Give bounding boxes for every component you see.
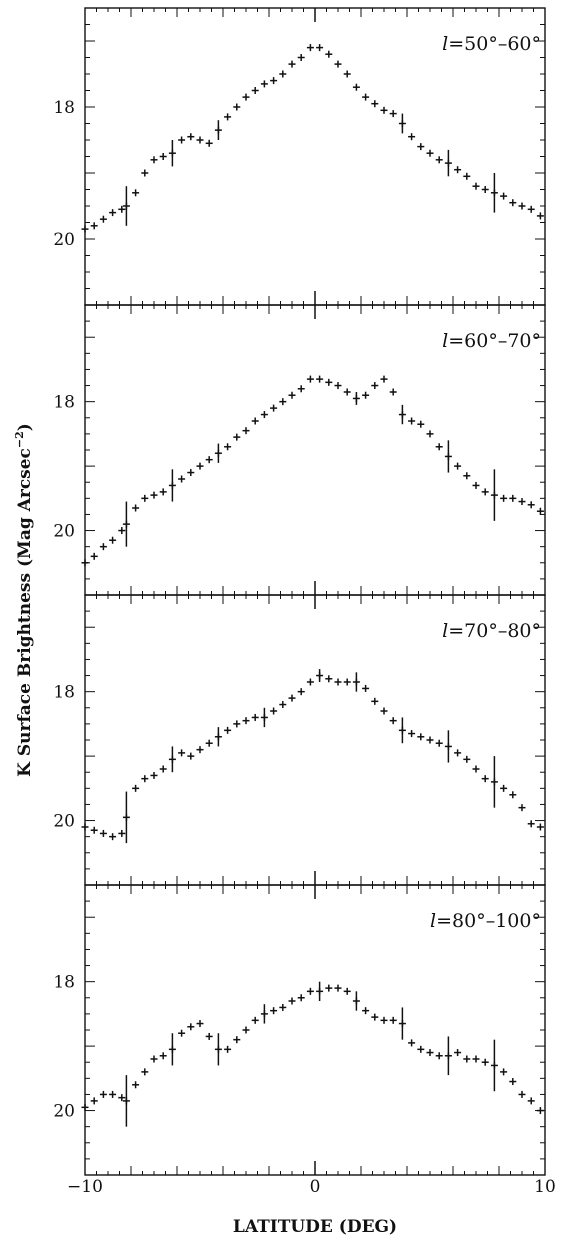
panel-4-label-range: =80°–100° — [436, 910, 541, 932]
panel-2-y-tick-label: 20 — [53, 522, 75, 542]
panel-4-y-tick-label: 20 — [53, 1102, 75, 1122]
y-axis-title-main: K Surface Brightness (Mag Arcsec — [15, 448, 35, 777]
panel-2-label: l=60°–70° — [442, 330, 541, 352]
y-axis-title-close: ) — [15, 423, 35, 431]
y-axis-title: K Surface Brightness (Mag Arcsec−2) — [13, 423, 35, 777]
panel-3-label-range: =70°–80° — [448, 620, 541, 642]
panel-3-label: l=70°–80° — [442, 620, 541, 642]
panel-1-y-tick-label: 18 — [53, 98, 75, 118]
x-tick-label-min: −10 — [67, 1177, 103, 1197]
panel-1-y-tick-label: 20 — [53, 230, 75, 250]
x-tick-label-zero: 0 — [310, 1177, 321, 1197]
panel-1-label: l=50°–60° — [442, 33, 541, 55]
panel-2-y-tick-label: 18 — [53, 393, 75, 413]
x-axis-title: LATITUDE (DEG) — [233, 1217, 397, 1237]
panel-3-y-tick-label: 18 — [53, 683, 75, 703]
panel-2-label-range: =60°–70° — [448, 330, 541, 352]
panel-1-label-var: l — [442, 33, 448, 55]
y-axis-title-exponent: −2 — [13, 431, 26, 448]
panel-2-label-var: l — [442, 330, 448, 352]
panel-4-label: l=80°–100° — [430, 910, 541, 932]
panel-3-label-var: l — [442, 620, 448, 642]
x-tick-label-max: 10 — [534, 1177, 556, 1197]
panel-4-y-tick-label: 18 — [53, 973, 75, 993]
panel-1-label-range: =50°–60° — [448, 33, 541, 55]
panels: 1820l=50°–60°1820l=60°–70°1820l=70°–80°1… — [53, 7, 546, 1176]
panel-3-y-tick-label: 20 — [53, 812, 75, 832]
panel-4-label-var: l — [430, 910, 436, 932]
